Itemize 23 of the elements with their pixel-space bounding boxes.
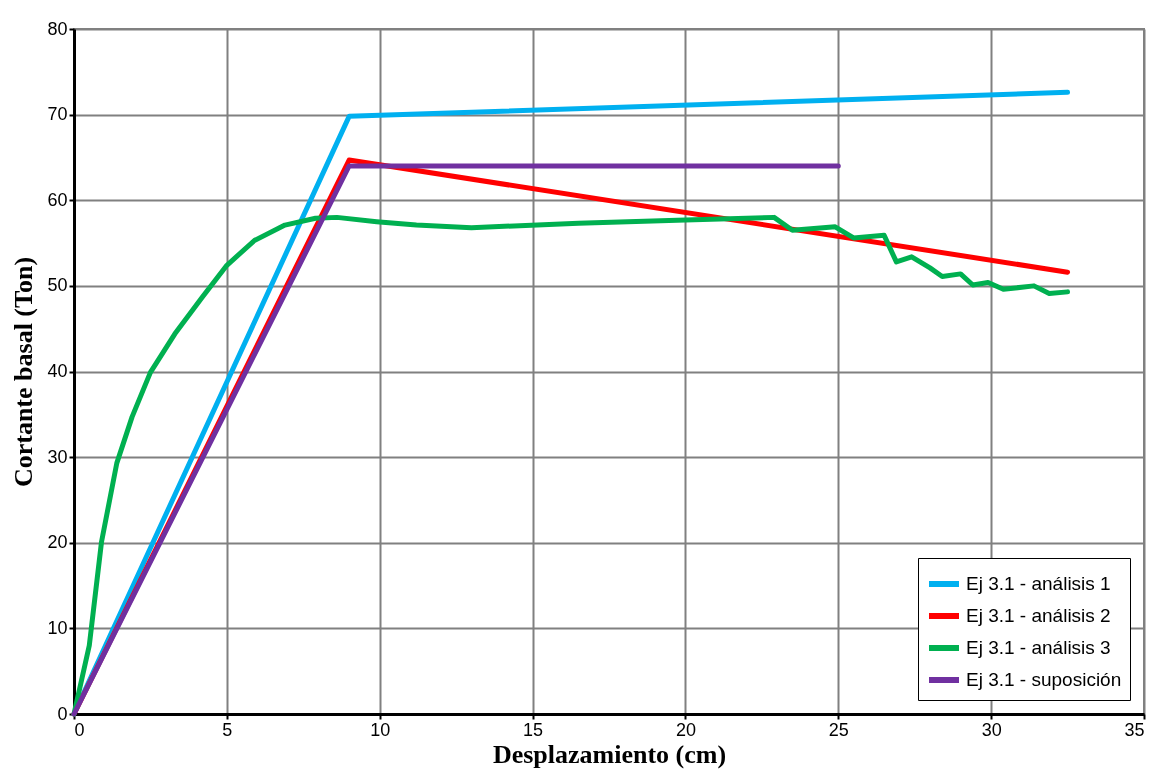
legend-label: Ej 3.1 - suposición xyxy=(966,669,1122,690)
y-tick-label: 40 xyxy=(47,361,68,381)
x-tick-label: 10 xyxy=(370,719,391,740)
x-tick-label: 30 xyxy=(981,719,1002,740)
y-axis-title: Cortante basal (Ton) xyxy=(9,256,39,488)
y-tick-label: 70 xyxy=(47,104,68,125)
legend-label: Ej 3.1 - análisis 2 xyxy=(966,605,1111,626)
y-tick-label: 20 xyxy=(47,532,68,553)
legend-label: Ej 3.1 - análisis 3 xyxy=(966,637,1111,658)
x-tick-label: 35 xyxy=(1124,719,1145,740)
x-tick-label: 25 xyxy=(828,719,849,740)
y-tick-label: 60 xyxy=(47,189,68,210)
x-tick-label: 15 xyxy=(523,719,544,740)
y-tick-label: 0 xyxy=(57,703,68,724)
x-axis-title: Desplazamiento (cm) xyxy=(492,739,727,769)
legend-label: Ej 3.1 - análisis 1 xyxy=(966,573,1111,594)
x-tick-label: 0 xyxy=(74,719,85,740)
y-tick-label: 10 xyxy=(47,617,68,638)
x-tick-label: 5 xyxy=(222,719,233,740)
y-tick-label: 30 xyxy=(47,446,68,467)
y-tick-label: 50 xyxy=(47,275,68,296)
y-tick-label: 80 xyxy=(47,18,68,39)
x-tick-label: 20 xyxy=(675,719,696,740)
